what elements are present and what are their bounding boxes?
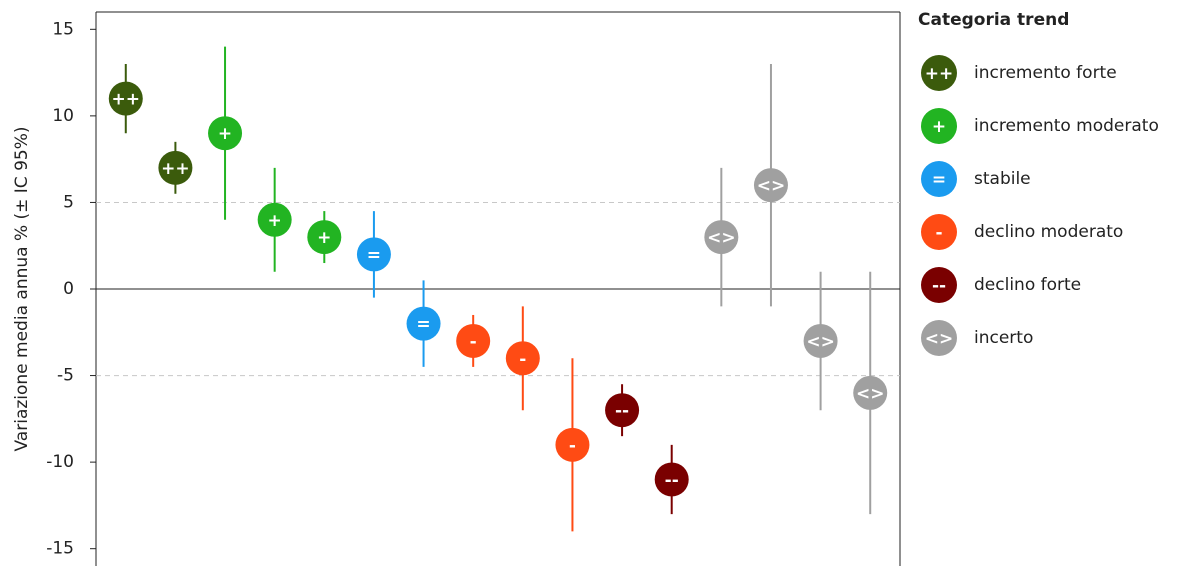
point-symbol: = [367,245,381,265]
point [307,220,342,255]
y-axis-label: Variazione media annua % (± IC 95%) [12,126,32,451]
legend-symbol: - [935,223,942,243]
legend-marker [921,108,957,144]
y-tick-label: -5 [57,366,74,386]
legend-symbol: <> [925,329,954,349]
point [853,375,888,410]
legend-symbol: -- [932,276,946,296]
y-tick-label: -15 [46,539,74,559]
point-symbol: + [317,228,331,248]
legend-symbol: ++ [925,64,954,84]
point [208,116,243,151]
point-symbol: - [470,332,477,352]
point-symbol: - [519,349,526,369]
legend-marker [921,55,957,91]
point [456,323,491,358]
legend-marker [921,267,957,303]
point-symbol: <> [757,176,786,196]
point-symbol: - [569,436,576,456]
point-symbol: -- [665,470,679,490]
point [505,341,540,376]
legend-symbol: = [932,170,946,190]
y-tick-label: -10 [46,452,74,472]
point-symbol: = [416,315,430,335]
y-tick-label: 10 [52,106,74,126]
point [356,237,391,272]
point [158,150,193,185]
point-symbol: + [218,124,232,144]
point [555,427,590,462]
y-tick-label: 0 [63,279,74,299]
point [406,306,441,341]
point-symbol: + [268,211,282,231]
point [704,220,739,255]
point [605,393,640,428]
point-symbol: <> [856,384,885,404]
legend-label: incremento moderato [974,116,1159,136]
point [803,323,838,358]
legend-label: declino moderato [974,222,1123,242]
point [257,202,292,237]
legend-label: declino forte [974,275,1081,295]
legend-title: Categoria trend [918,10,1069,30]
legend-label: incremento forte [974,63,1117,83]
legend-label: incerto [974,328,1033,348]
point-symbol: <> [707,228,736,248]
point [753,168,788,203]
legend-label: stabile [974,169,1031,189]
point-symbol: ++ [112,90,141,110]
legend-symbol: + [932,117,946,137]
point [108,81,143,116]
point-symbol: -- [615,401,629,421]
point-symbol: ++ [161,159,190,179]
y-tick-label: 15 [52,19,74,39]
y-tick-label: 5 [63,192,74,212]
legend-marker [921,214,957,250]
legend-marker [921,320,957,356]
point [654,462,689,497]
legend-marker [921,161,957,197]
point-symbol: <> [806,332,835,352]
